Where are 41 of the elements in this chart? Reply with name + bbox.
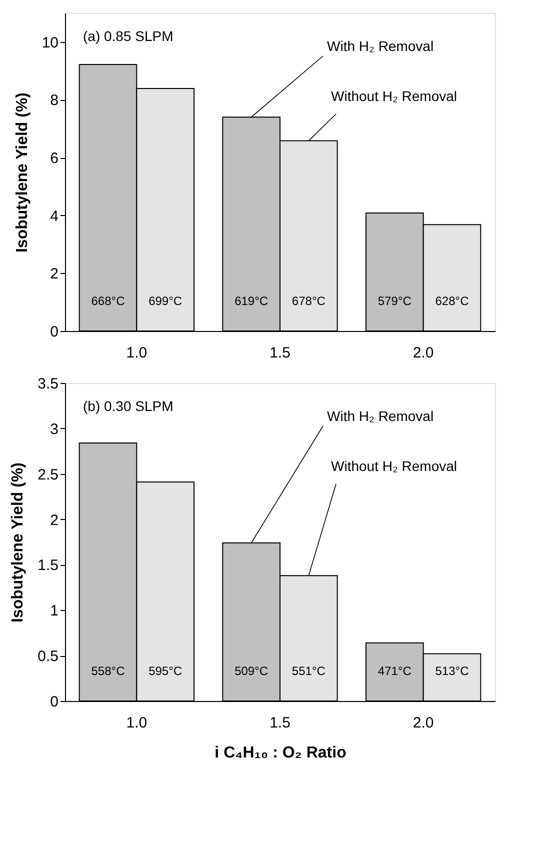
y-tick-label: 3 [50,420,58,438]
y-tick-label: 10 [42,34,58,52]
x-tick-label: 1.0 [126,344,148,362]
text: Without H₂ Removal [331,88,458,104]
y-tick-label: 8 [50,92,58,110]
y-axis-title: Isobutylene Yield (%) [10,462,27,623]
annotation: 619°C [234,294,268,308]
y-tick-label: 6 [50,150,58,168]
annotation: 579°C [378,294,412,308]
y-tick-label: 1.5 [38,557,58,574]
x-tick-label: 2.0 [412,344,434,362]
annotation: 509°C [234,664,268,678]
annotation: 558°C [91,664,126,678]
annotation: 471°C [378,664,412,678]
x-tick-label: 2.0 [412,714,434,732]
text: Without H₂ Removal [331,458,458,474]
x-tick-label: 1.5 [270,714,290,732]
y-tick-label: 3.5 [38,376,58,392]
y-tick-label: 2 [50,512,58,529]
y-tick-label: 4 [50,208,58,225]
x-tick-label: 1.5 [270,344,290,362]
x-tick-label: 1.0 [126,714,148,732]
y-tick-label: 0 [50,324,58,340]
annotation: 595°C [148,664,182,678]
annotation: 668°C [91,294,126,308]
annotation: 699°C [148,294,182,308]
y-tick-label: 1 [50,602,58,620]
annotation: 513°C [435,664,470,678]
y-axis-title: Isobutylene Yield (%) [14,92,31,253]
annotation: (a) 0.85 SLPM [83,28,174,44]
annotation: 628°C [435,294,470,308]
annotation: 678°C [292,294,326,308]
annotation: (b) 0.30 SLPM [83,398,174,414]
y-tick-label: 0 [50,694,58,710]
y-tick-label: 0.5 [38,648,58,666]
x-axis-title: i C₄H₁₀ : O₂ Ratio [214,744,347,762]
y-tick-label: 2 [50,266,58,283]
text: With H₂ Removal [327,408,434,424]
y-tick-label: 2.5 [38,466,58,484]
annotation: 551°C [292,664,326,678]
text: With H₂ Removal [327,38,434,54]
